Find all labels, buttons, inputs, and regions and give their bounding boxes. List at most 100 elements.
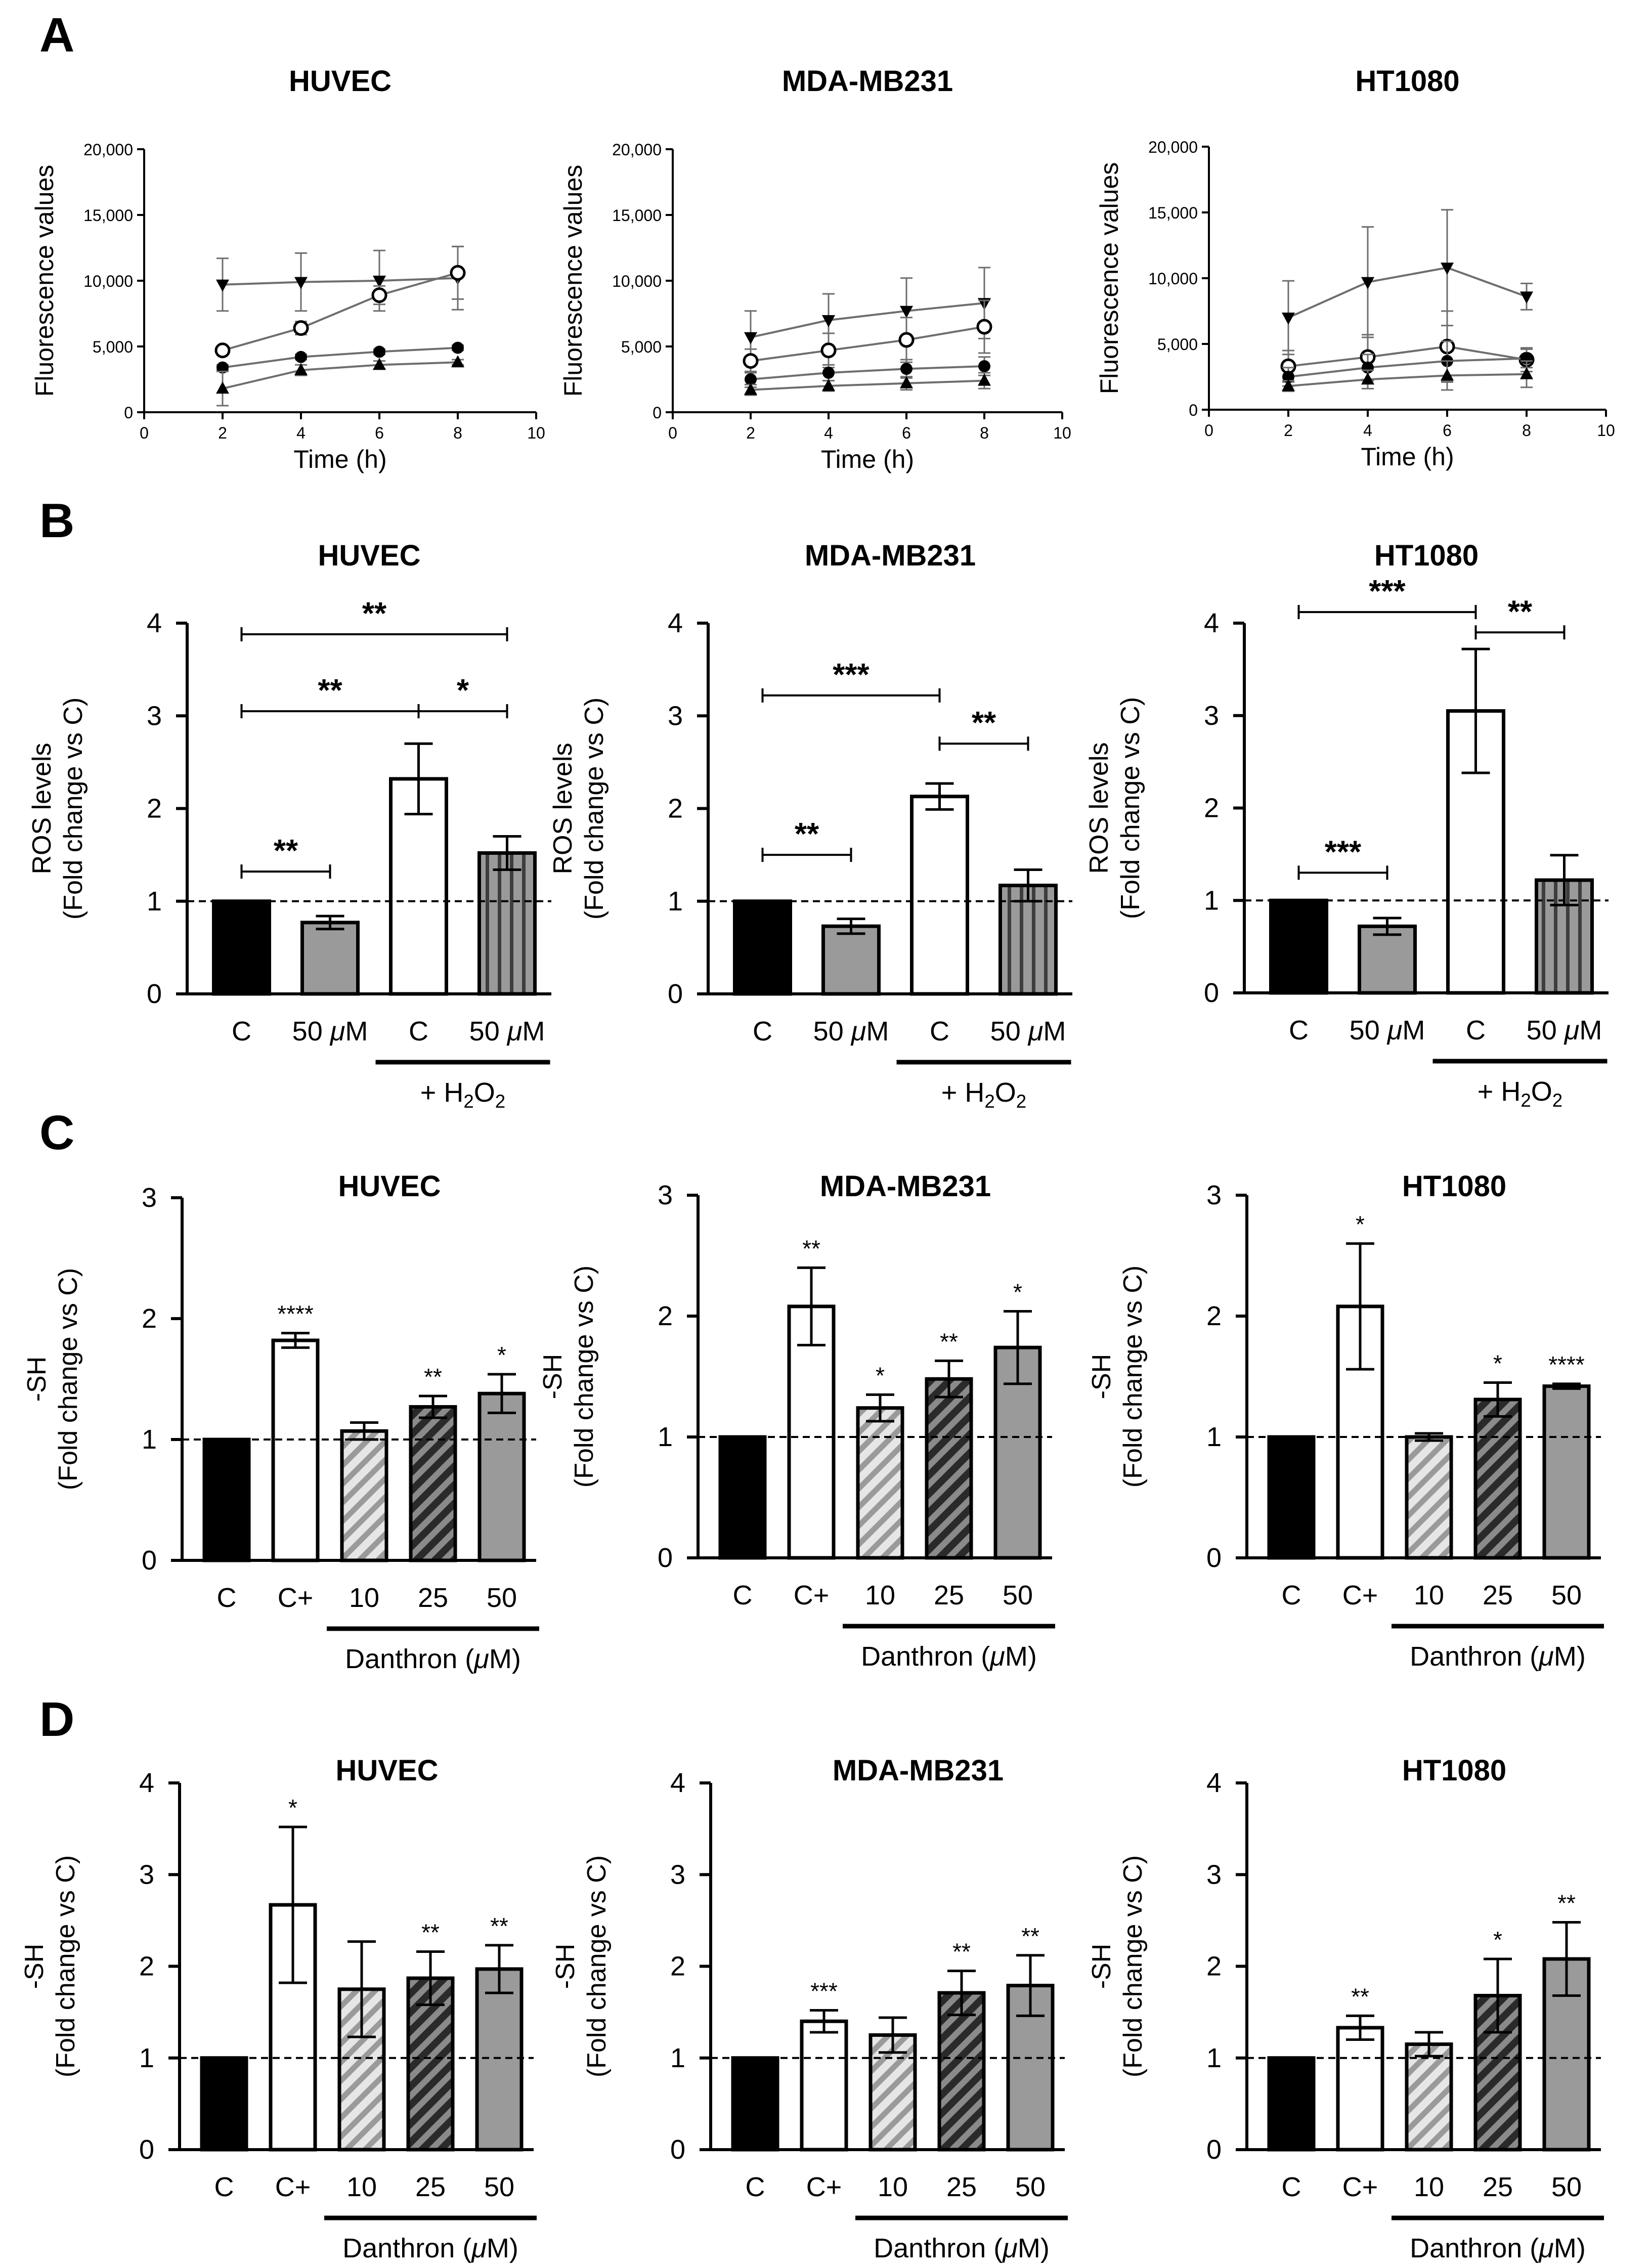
x-category-label: 50 μM <box>292 1016 368 1046</box>
bar-chart-d-mda-mb231: MDA-MB231 0 1 2 3 4 -SH (Fold change vs C) C *** C… <box>551 1754 1068 2263</box>
x-category-label: 25 <box>418 1583 448 1613</box>
marker-triangle-down <box>900 306 913 318</box>
x-category-label: C <box>1289 1015 1309 1045</box>
y-tick-label: 2 <box>668 794 683 824</box>
y-axis-label: -SH <box>1087 1354 1116 1400</box>
bar-4 <box>406 1976 455 2152</box>
marker-triangle-down <box>1520 291 1533 304</box>
marker-circle-open <box>293 320 309 336</box>
marker-circle-open <box>743 353 759 369</box>
chart-title: HT1080 <box>1402 1754 1506 1787</box>
x-category-label: C <box>1282 2172 1301 2202</box>
x-tick-label: 4 <box>296 424 306 442</box>
y-tick-label: 1 <box>147 886 162 917</box>
chart-title: MDA-MB231 <box>782 65 953 98</box>
y-tick-label: 2 <box>1204 793 1219 823</box>
marker-triangle-up <box>216 381 229 394</box>
y-tick-label: 0 <box>147 979 162 1009</box>
x-category-label: 50 <box>1003 1580 1033 1610</box>
y-axis-label-secondary: (Fold change vs C) <box>582 1855 612 2077</box>
marker-triangle-down <box>1361 277 1374 289</box>
x-tick-label: 0 <box>668 424 677 442</box>
series-line <box>750 379 985 391</box>
marker-triangle-up <box>978 373 991 386</box>
bar-1 <box>1267 1435 1316 1560</box>
bar-3 <box>389 777 448 996</box>
bar-2 <box>271 1338 320 1562</box>
y-axis-label: ROS levels <box>548 743 578 874</box>
bracket-label: ** <box>274 834 298 868</box>
series-triangle-down <box>216 245 464 312</box>
y-tick-label: 4 <box>139 1768 154 1798</box>
x-category-label: C <box>746 2172 765 2202</box>
series-circle-open <box>214 245 466 359</box>
marker-circle <box>1282 371 1294 383</box>
y-tick-label: 2 <box>670 1951 685 1982</box>
x-category-label: 50 <box>1551 2172 1582 2202</box>
x-tick-label: 10 <box>1053 424 1071 442</box>
y-tick-label: 0 <box>139 2134 154 2165</box>
significance-label: ** <box>1351 1983 1369 2010</box>
marker-triangle-up <box>1361 372 1374 385</box>
bar-chart-d-ht1080: HT1080 0 1 2 3 4 -SH (Fold change vs C) C ** C+ 10 *… <box>1087 1754 1604 2263</box>
marker-circle <box>216 361 229 374</box>
series-triangle-up <box>744 372 991 396</box>
marker-circle <box>745 373 757 385</box>
x-category-label: 10 <box>1414 1580 1444 1610</box>
y-axis-label: -SH <box>22 1357 52 1402</box>
bracket-label: * <box>457 673 469 708</box>
chart-title: HUVEC <box>335 1754 438 1787</box>
y-tick-label: 0 <box>653 404 662 422</box>
x-category-label: 50 μM <box>1350 1015 1425 1045</box>
marker-circle-open <box>371 287 387 303</box>
y-tick-label: 4 <box>670 1768 685 1798</box>
x-category-label: C <box>930 1016 949 1046</box>
bracket-label: ** <box>1508 594 1533 629</box>
y-tick-label: 2 <box>139 1951 154 1982</box>
marker-triangle-down <box>294 277 308 289</box>
significance-label: **** <box>1548 1351 1585 1378</box>
y-tick-label: 2 <box>1206 1301 1222 1331</box>
y-tick-label: 0 <box>1206 1543 1222 1573</box>
significance-label: ** <box>1021 1923 1039 1949</box>
y-tick-label: 2 <box>658 1301 673 1331</box>
group-label: Danthron (μM) <box>342 2233 518 2263</box>
marker-triangle-down <box>822 315 835 327</box>
bar-2 <box>787 1304 836 1560</box>
x-category-label: C <box>214 2172 234 2202</box>
series-line <box>750 326 985 362</box>
bar-3 <box>1405 2042 1453 2152</box>
y-tick-label: 1 <box>668 886 683 917</box>
series-circle <box>745 356 990 388</box>
x-category-label: C <box>733 1580 753 1610</box>
marker-triangle-up <box>744 382 757 395</box>
bar-3 <box>1405 1435 1453 1560</box>
y-tick-label: 1 <box>1204 885 1219 915</box>
group-label: + H2O2 <box>420 1077 505 1112</box>
y-tick-label: 1 <box>1206 1422 1222 1452</box>
series-circle <box>216 341 464 374</box>
panel-letter-c: C <box>39 1106 74 1160</box>
series-line <box>750 302 985 338</box>
bracket-label: ** <box>795 817 819 852</box>
y-tick-label: 20,000 <box>1148 138 1198 156</box>
chart-title: HT1080 <box>1402 1170 1506 1203</box>
y-tick-label: 1 <box>1206 2043 1222 2073</box>
marker-triangle-up <box>900 376 913 388</box>
series-line <box>1288 357 1527 378</box>
x-category-label: 10 <box>349 1583 379 1613</box>
x-category-label: C <box>753 1016 772 1046</box>
bar-1 <box>212 899 271 996</box>
x-category-label: 50 μM <box>1527 1015 1602 1045</box>
group-label: Danthron (μM) <box>1410 2233 1586 2263</box>
x-category-label: C <box>1466 1015 1486 1045</box>
x-category-label: 50 μM <box>469 1016 545 1046</box>
x-category-label: 10 <box>1414 2172 1444 2202</box>
y-tick-label: 5,000 <box>621 338 662 356</box>
bracket-label: ** <box>362 596 387 631</box>
marker-circle-open <box>214 342 231 359</box>
y-tick-label: 3 <box>1204 701 1219 731</box>
x-tick-label: 4 <box>1363 421 1372 440</box>
bar-1 <box>733 899 792 996</box>
y-tick-label: 0 <box>668 979 683 1009</box>
